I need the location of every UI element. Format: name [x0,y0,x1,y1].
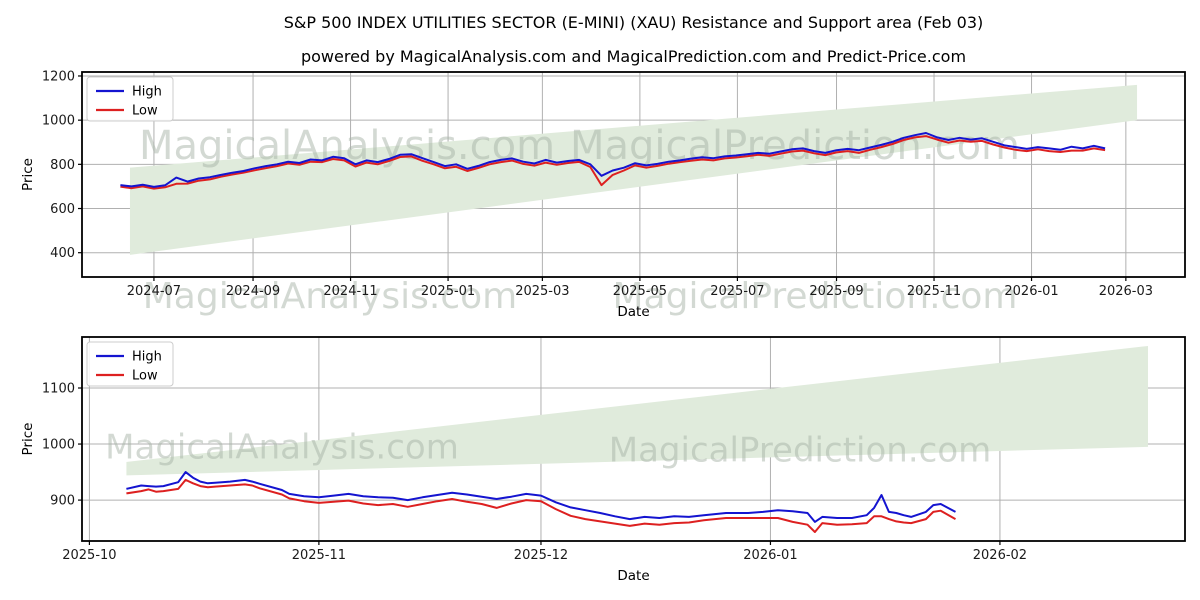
y-tick-label: 400 [50,246,75,261]
y-tick-label: 1200 [42,69,75,84]
x-axis-label: Date [617,304,649,320]
watermark-text: MagicalPrediction.com [609,431,992,471]
x-tick-label: 2025-09 [809,284,863,299]
x-tick-label: 2025-05 [613,284,667,299]
y-axis-label: Price [20,158,36,191]
x-tick-label: 2026-01 [1004,284,1058,299]
y-tick-label: 900 [50,494,75,509]
chart-subtitle: powered by MagicalAnalysis.com and Magic… [300,47,967,66]
y-tick-label: 1000 [42,114,75,129]
plot-border [81,336,1186,542]
high-line [120,132,1106,188]
watermark-text: MagicalPrediction.com [570,123,1020,169]
overview-chart: MagicalAnalysis.com MagicalPrediction.com… [20,69,1186,320]
legend-label-low: Low [132,369,158,384]
y-tick-label: 1000 [42,438,75,453]
legend-label-low: Low [132,104,158,119]
low-line [120,135,1106,190]
legend-label-high: High [132,85,162,100]
legend-label-high: High [132,350,162,365]
x-tick-label: 2026-03 [1099,284,1153,299]
x-tick-label: 2024-09 [226,284,280,299]
tick-labels: 2025-10 2025-11 2025-12 2026-01 2026-02 900 10… [42,382,1027,564]
low-line [126,478,956,533]
high-line [126,471,956,523]
support-resistance-band [129,84,1138,255]
recent-detail-chart: MagicalAnalysis.com MagicalPrediction.com… [20,336,1186,584]
watermark-text: MagicalAnalysis.com [105,428,459,468]
x-tick-label: 2025-10 [62,548,116,563]
legend: High Low [86,76,174,122]
x-tick-label: 2025-07 [710,284,764,299]
plot-border [81,71,1186,278]
chart-title: S&P 500 INDEX UTILITIES SECTOR (E-MINI) … [283,13,984,32]
y-tick-label: 1100 [42,382,75,397]
watermark-text: MagicalAnalysis.com [143,276,517,317]
x-tick-label: 2025-11 [292,548,346,563]
y-axis-label: Price [20,423,36,456]
y-tick-label: 600 [50,202,75,217]
support-resistance-band [126,345,1148,476]
x-tick-label: 2025-12 [514,548,568,563]
x-tick-label: 2025-03 [515,284,569,299]
x-tick-label: 2024-11 [323,284,377,299]
x-tick-label: 2025-11 [907,284,961,299]
x-tick-label: 2025-01 [421,284,475,299]
x-tick-label: 2024-07 [127,284,181,299]
x-axis-label: Date [617,568,649,584]
legend: High Low [86,341,174,387]
y-tick-label: 800 [50,158,75,173]
tick-labels: 2024-07 2024-09 2024-11 2025-01 2025-03 2025-… [42,69,1153,299]
watermark-text: MagicalPrediction.com [613,276,1018,317]
x-tick-label: 2026-01 [743,548,797,563]
x-tick-label: 2026-02 [973,548,1027,563]
